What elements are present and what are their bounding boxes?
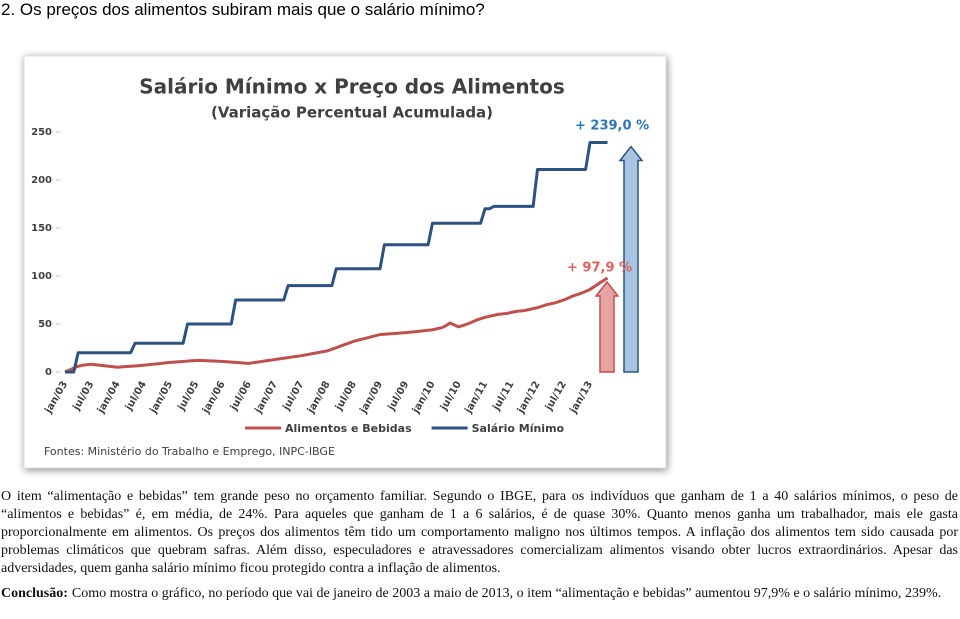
y-tick-label: 200	[31, 175, 52, 186]
legend-label: Alimentos e Bebidas	[285, 422, 412, 435]
conclusion: Conclusão: Como mostra o gráfico, no perí…	[1, 585, 958, 603]
chart: Salário Mínimo x Preço dos Alimentos (Va…	[23, 55, 667, 469]
y-tick-label: 150	[31, 223, 52, 234]
paragraph: O item “alimentação e bebidas” tem grand…	[1, 489, 958, 576]
chart-subtitle: (Variação Percentual Acumulada)	[211, 104, 493, 122]
chart-source: Fontes: Ministério do Trabalho e Emprego…	[44, 445, 335, 458]
y-tick-label: 0	[45, 367, 52, 378]
annotation: + 97,9 %	[567, 261, 632, 276]
heading: 2. Os preços dos alimentos subiram mais …	[1, 0, 485, 19]
annotation: + 239,0 %	[575, 119, 649, 134]
conclusion-label: Conclusão:	[1, 586, 68, 601]
growth-arrow	[618, 145, 644, 373]
chart-title: Salário Mínimo x Preço dos Alimentos	[139, 75, 565, 99]
chart-frame	[23, 55, 667, 469]
growth-arrow	[594, 280, 620, 373]
body-text: O item “alimentação e bebidas” tem grand…	[1, 488, 958, 610]
y-tick-label: 100	[31, 271, 52, 282]
conclusion-text: Como mostra o gráfico, no período que va…	[71, 586, 942, 601]
series-line	[64, 276, 609, 374]
series-line	[65, 141, 608, 374]
y-tick-label: 250	[31, 127, 52, 138]
legend-label: Salário Mínimo	[472, 422, 565, 435]
y-tick-label: 50	[38, 319, 52, 330]
